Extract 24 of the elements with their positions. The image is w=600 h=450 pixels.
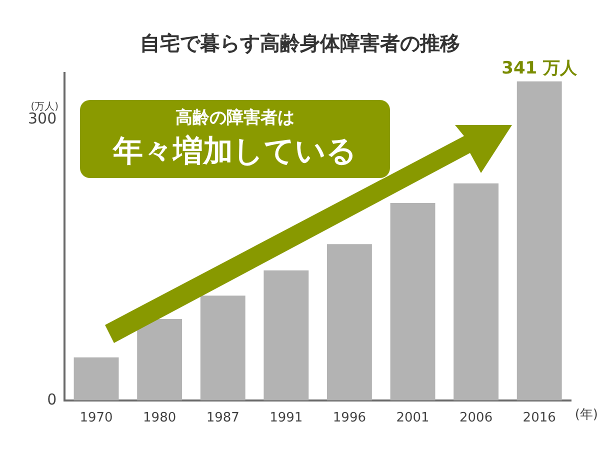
- x-tick-label: 1991: [270, 410, 303, 426]
- bar: [516, 81, 562, 400]
- y-axis-title: (万人): [30, 101, 59, 112]
- chart-title: 自宅で暮らす高齢身体障害者の推移: [139, 30, 461, 57]
- bar: [74, 357, 119, 400]
- bar: [390, 203, 436, 400]
- annotation: 高齢の障害者は: [174, 107, 296, 129]
- y-tick-label: 300: [28, 110, 57, 128]
- x-tick-label: 1987: [206, 410, 240, 426]
- bar: [454, 183, 499, 400]
- x-tick-label: 1996: [332, 410, 366, 426]
- bar: [264, 270, 309, 400]
- x-tick-label: 2001: [396, 410, 430, 426]
- x-axis-title: (年): [574, 407, 598, 422]
- bar: [137, 319, 182, 400]
- annotation: 年々増加している: [112, 133, 358, 171]
- x-tick-label: 1970: [80, 410, 113, 426]
- bar: [200, 296, 246, 400]
- bar: [326, 244, 372, 400]
- y-tick-label: 0: [47, 390, 57, 408]
- x-tick-label: 2006: [460, 410, 493, 426]
- x-tick-label: 1980: [143, 410, 176, 426]
- x-tick-label: 2016: [522, 410, 556, 426]
- data-label: 341 万人: [502, 58, 578, 78]
